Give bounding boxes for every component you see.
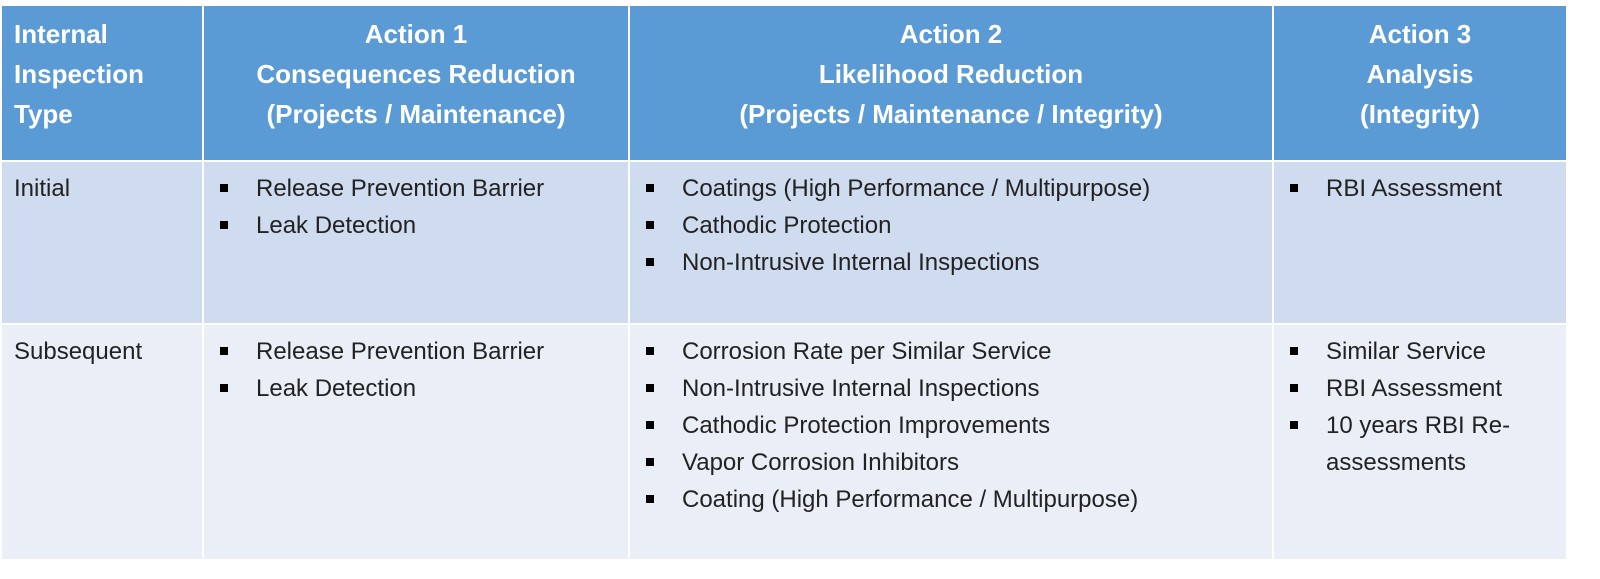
bullet-list: RBI Assessment xyxy=(1274,170,1566,207)
header-line: Type xyxy=(14,99,73,129)
header-line: Action 2 xyxy=(899,19,1003,49)
bullet-list: Coatings (High Performance / Multipurpos… xyxy=(630,170,1272,281)
cell: Release Prevention Barrier Leak Detection xyxy=(202,160,630,325)
header-line: (Integrity) xyxy=(1360,99,1480,129)
table: Internal Inspection Type Action 1 Consequenc… xyxy=(0,4,1568,561)
bullet-item: Similar Service xyxy=(1290,333,1556,370)
header-line: Internal xyxy=(14,19,108,49)
bullet-item: Coating (High Performance / Multipurpose… xyxy=(646,481,1262,518)
header-line: Action 1 xyxy=(364,19,468,49)
row-label: Initial xyxy=(0,160,204,325)
header-line: (Projects / Maintenance) xyxy=(266,99,566,129)
header-line: Likelihood Reduction xyxy=(818,59,1084,89)
cell: Release Prevention Barrier Leak Detection xyxy=(202,323,630,561)
header-line: Inspection xyxy=(14,59,145,89)
bullet-item: RBI Assessment xyxy=(1290,370,1556,407)
header-line: Consequences Reduction xyxy=(256,59,576,89)
header-line: Action 3 xyxy=(1368,19,1472,49)
bullet-item: Non-Intrusive Internal Inspections xyxy=(646,244,1262,281)
bullet-item: Release Prevention Barrier xyxy=(220,170,618,207)
cell: Similar Service RBI Assessment 10 years RB… xyxy=(1272,323,1568,561)
cell: Corrosion Rate per Similar Service Non-In… xyxy=(628,323,1274,561)
bullet-list: Release Prevention Barrier Leak Detection xyxy=(204,170,628,244)
row-label: Subsequent xyxy=(0,323,204,561)
header-cell: Action 1 Consequences Reduction (Projects … xyxy=(202,4,630,162)
header-cell: Action 3 Analysis (Integrity) xyxy=(1272,4,1568,162)
bullet-list: Release Prevention Barrier Leak Detection xyxy=(204,333,628,407)
bullet-item: 10 years RBI Re-assessments xyxy=(1290,407,1556,481)
bullet-item: Corrosion Rate per Similar Service xyxy=(646,333,1262,370)
header-line: (Projects / Maintenance / Integrity) xyxy=(739,99,1163,129)
bullet-item: Cathodic Protection Improvements xyxy=(646,407,1262,444)
row: Initial Release Prevention Barrier Leak De… xyxy=(0,160,1568,325)
bullet-item: RBI Assessment xyxy=(1290,170,1556,207)
header-row: Internal Inspection Type Action 1 Consequenc… xyxy=(0,4,1568,162)
bullet-item: Cathodic Protection xyxy=(646,207,1262,244)
cell: RBI Assessment xyxy=(1272,160,1568,325)
bullet-item: Coatings (High Performance / Multipurpos… xyxy=(646,170,1262,207)
bullet-item: Leak Detection xyxy=(220,370,618,407)
header-line: Analysis xyxy=(1366,59,1474,89)
bullet-list: Similar Service RBI Assessment 10 years RB… xyxy=(1274,333,1566,481)
cell: Coatings (High Performance / Multipurpos… xyxy=(628,160,1274,325)
bullet-item: Leak Detection xyxy=(220,207,618,244)
header-cell: Internal Inspection Type xyxy=(0,4,204,162)
bullet-item: Release Prevention Barrier xyxy=(220,333,618,370)
header-cell: Action 2 Likelihood Reduction (Projects / … xyxy=(628,4,1274,162)
row: Subsequent Release Prevention Barrier Leak… xyxy=(0,323,1568,561)
bullet-list: Corrosion Rate per Similar Service Non-In… xyxy=(630,333,1272,518)
bullet-item: Vapor Corrosion Inhibitors xyxy=(646,444,1262,481)
bullet-item: Non-Intrusive Internal Inspections xyxy=(646,370,1262,407)
